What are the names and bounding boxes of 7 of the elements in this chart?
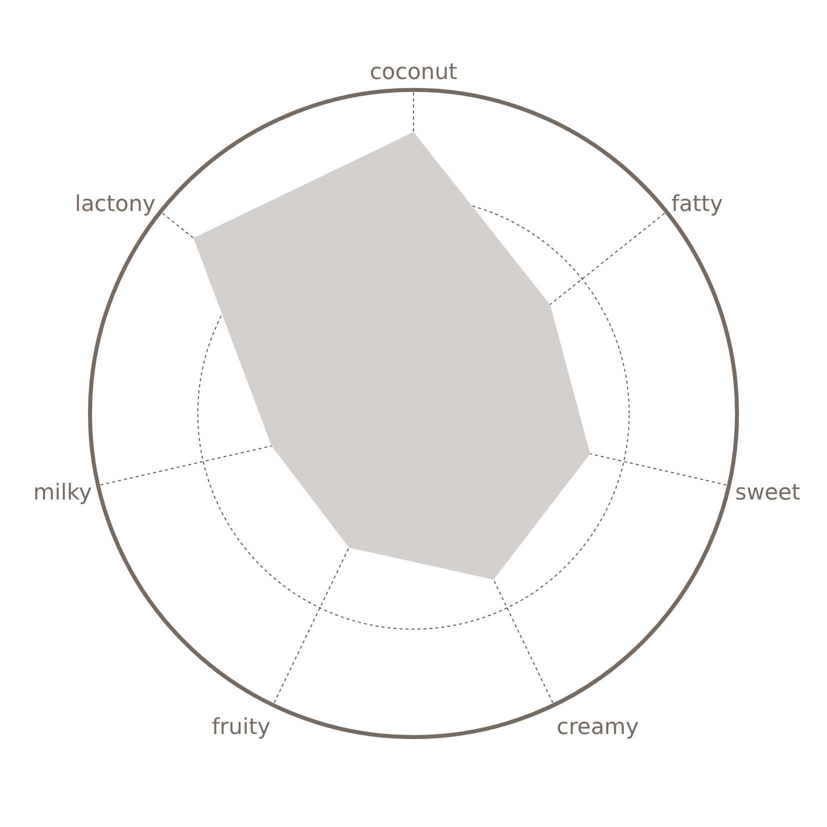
spoke-label: coconut (370, 60, 458, 86)
spoke-label: fatty (671, 192, 723, 218)
spoke-label: milky (33, 480, 92, 506)
spoke-label: fruity (212, 714, 270, 740)
spoke-label: creamy (556, 714, 639, 740)
spoke-label: lactony (74, 192, 156, 218)
spoke-label: sweet (735, 480, 801, 506)
